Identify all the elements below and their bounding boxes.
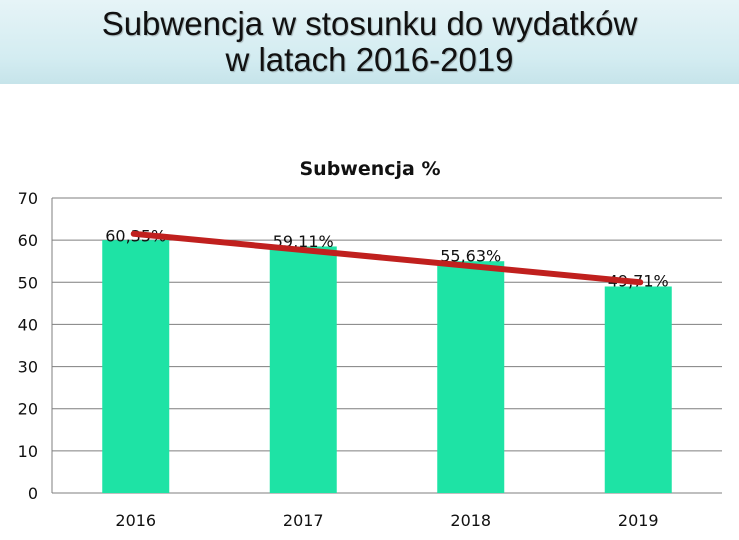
y-tick-label: 70	[18, 189, 38, 208]
slide-title: Subwencja w stosunku do wydatków w latac…	[0, 6, 739, 78]
slide-header	[0, 0, 739, 84]
slide-title-line-2: w latach 2016-2019	[225, 41, 514, 78]
chart-title: Subwencja %	[299, 158, 440, 180]
y-tick-label: 0	[28, 484, 38, 503]
trend-line	[130, 230, 644, 286]
bar-2016	[102, 240, 170, 493]
bar-2019	[604, 286, 672, 493]
bars	[102, 240, 672, 493]
x-tick-label: 2016	[115, 511, 156, 530]
x-tick-label: 2019	[618, 511, 659, 530]
y-tick-label: 60	[18, 231, 38, 250]
y-tick-label: 50	[18, 273, 38, 292]
trend-line-segment	[130, 230, 644, 286]
bar-2018	[437, 261, 505, 493]
y-tick-label: 40	[18, 315, 38, 334]
y-tick-label: 20	[18, 400, 38, 419]
y-tick-label: 30	[18, 358, 38, 377]
slide-title-line-1: Subwencja w stosunku do wydatków	[101, 5, 638, 42]
bar-2017	[269, 246, 337, 493]
x-tick-label: 2018	[450, 511, 491, 530]
y-tick-label: 10	[18, 442, 38, 461]
data-label: 55,63%	[440, 247, 501, 266]
axes: 0 10 20 30 40 50 60 70 2016 2017 2018 2019	[18, 189, 659, 530]
x-tick-label: 2017	[283, 511, 324, 530]
